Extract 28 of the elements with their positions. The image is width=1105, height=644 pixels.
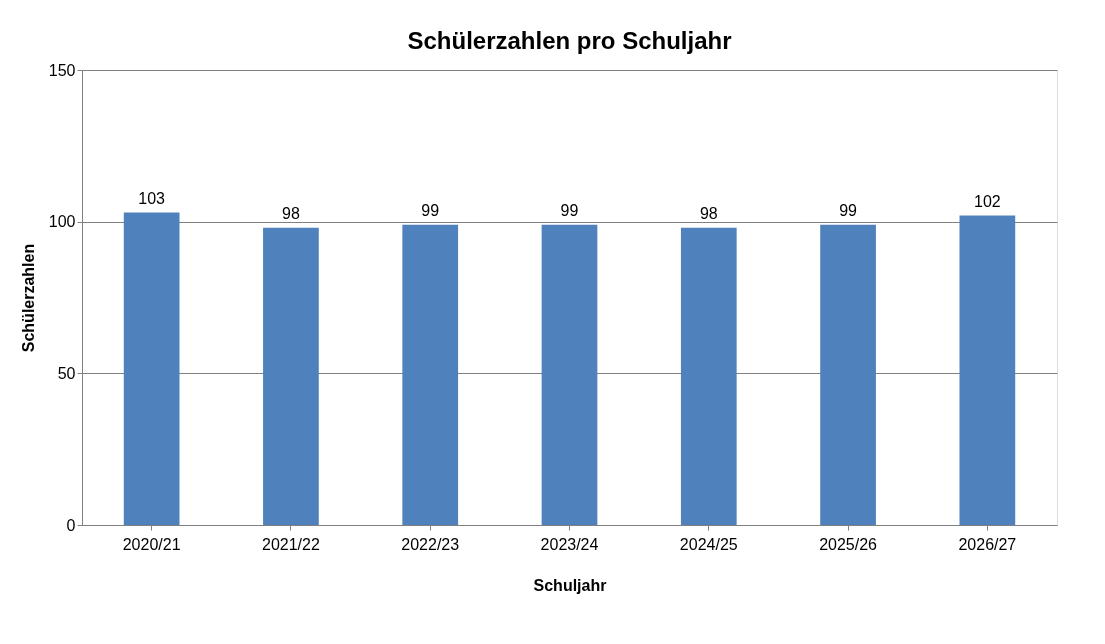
bar: [263, 227, 319, 525]
bar: [820, 224, 876, 525]
y-tick-label: 0: [66, 516, 76, 534]
x-tick-label: 2021/22: [262, 535, 320, 553]
data-label: 99: [560, 201, 579, 219]
data-label: 99: [421, 201, 440, 219]
data-label: 99: [839, 201, 858, 219]
bar: [541, 224, 598, 525]
bar: [959, 215, 1016, 525]
y-tick-label: 100: [48, 213, 76, 231]
data-label: 103: [138, 189, 166, 207]
x-tick-label: 2025/26: [819, 535, 878, 553]
bar: [402, 224, 459, 525]
bar: [680, 227, 737, 525]
chart-title: Schülerzahlen pro Schuljahr: [407, 27, 732, 54]
x-tick-label: 2026/27: [958, 535, 1017, 553]
y-tick-label: 50: [57, 364, 76, 382]
bar: [123, 212, 180, 525]
data-label: 98: [282, 204, 300, 222]
x-tick-label: 2020/21: [122, 535, 181, 553]
data-label: 102: [974, 192, 1001, 210]
x-axis-title: Schuljahr: [533, 576, 607, 594]
x-tick-label: 2024/25: [679, 535, 738, 553]
y-axis-title: Schülerzahlen: [19, 243, 37, 353]
y-tick-label: 150: [48, 61, 76, 79]
data-label: 98: [699, 204, 718, 222]
x-tick-label: 2022/23: [401, 535, 460, 553]
x-tick-label: 2023/24: [540, 535, 599, 553]
